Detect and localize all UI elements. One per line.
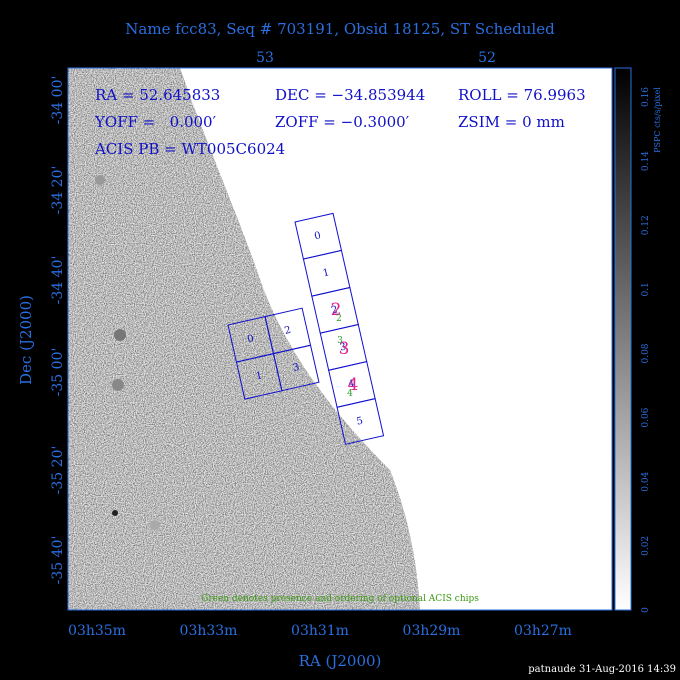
chip-label: 5 <box>356 416 365 428</box>
info-acis-pb: ACIS PB = WT005C6024 <box>94 140 285 158</box>
colorbar-tick-label: 0.08 <box>641 343 651 363</box>
acis-s-array: 0 1 2 3 4 5 <box>294 212 385 445</box>
source <box>150 520 160 530</box>
colorbar-label: PSPC cts/s/pixel <box>653 87 662 153</box>
left-tick-label: -35 40' <box>50 536 66 585</box>
chip <box>336 398 385 445</box>
title: Name fcc83, Seq # 703191, Obsid 18125, S… <box>125 20 555 38</box>
left-tick-label: -34 20' <box>50 166 66 215</box>
optional-marker: 3 <box>339 339 350 359</box>
bottom-axis-label: RA (J2000) <box>299 652 382 670</box>
optional-marker: 4 <box>348 375 359 395</box>
top-tick-label: 52 <box>478 50 496 66</box>
info-ra: RA = 52.645833 <box>95 86 220 104</box>
acis-i-array: 0 2 1 3 <box>227 307 320 400</box>
chip <box>272 344 320 392</box>
colorbar-axis: 0 0.02 0.04 0.06 0.08 0.1 0.12 0.14 0.16 <box>641 87 651 613</box>
bottom-axis: 03h35m 03h33m 03h31m 03h29m 03h27m <box>68 623 572 639</box>
bottom-tick-label: 03h33m <box>180 623 238 639</box>
source <box>114 329 126 341</box>
colorbar-tick-label: 0 <box>641 607 651 613</box>
top-tick-label: 53 <box>256 50 274 66</box>
bottom-tick-label: 03h27m <box>514 623 572 639</box>
chip-label: 3 <box>339 341 348 353</box>
info-yoff: YOFF = 0.000′ <box>94 113 217 131</box>
chip-label: 1 <box>322 267 331 279</box>
left-tick-label: -35 20' <box>50 446 66 495</box>
chip-label: 0 <box>246 333 255 345</box>
colorbar-tick-label: 0.1 <box>641 282 651 296</box>
colorbar-tick-label: 0.04 <box>641 471 651 491</box>
colorbar-tick-label: 0.14 <box>641 151 651 171</box>
info-dec: DEC = −34.853944 <box>275 86 425 104</box>
left-tick-label: -34 00' <box>50 76 66 125</box>
source <box>112 510 118 516</box>
colorbar-tick-label: 0.02 <box>641 536 651 556</box>
optional-order: 3 <box>337 336 343 346</box>
colorbar <box>614 67 632 611</box>
left-axis-label: Dec (J2000) <box>17 295 35 385</box>
colorbar-tick-label: 0.12 <box>641 215 651 235</box>
source <box>95 175 105 185</box>
footer: patnaude 31-Aug-2016 14:39 <box>528 664 676 675</box>
optional-order: 2 <box>336 314 342 324</box>
chip-label: 0 <box>313 230 322 242</box>
chip-label: 2 <box>283 325 292 337</box>
chip-label: 3 <box>292 362 301 374</box>
sky-noise <box>68 68 420 610</box>
bottom-tick-label: 03h29m <box>403 623 461 639</box>
colorbar-tick-label: 0.16 <box>641 87 651 107</box>
colorbar-tick-label: 0.06 <box>641 407 651 427</box>
bottom-tick-label: 03h31m <box>291 623 349 639</box>
optional-order: 4 <box>347 389 353 399</box>
left-tick-label: -35 00' <box>50 348 66 397</box>
info-zsim: ZSIM = 0 mm <box>458 113 565 131</box>
bottom-tick-label: 03h35m <box>68 623 126 639</box>
chip-label: 1 <box>255 370 264 382</box>
optional-marker: 2 <box>331 300 342 320</box>
left-tick-label: -34 40' <box>50 256 66 305</box>
note: Green denotes presence and ordering of o… <box>201 594 479 604</box>
source <box>112 379 124 391</box>
chip-label: 2 <box>330 304 339 316</box>
info-roll: ROLL = 76.9963 <box>458 86 586 104</box>
info-zoff: ZOFF = −0.3000′ <box>275 113 410 131</box>
sky-image <box>68 68 420 610</box>
left-axis: -34 00' -34 20' -34 40' -35 00' -35 20' -35 4… <box>50 76 66 585</box>
plot-frame <box>67 67 613 611</box>
chip-label: 4 <box>347 378 356 390</box>
